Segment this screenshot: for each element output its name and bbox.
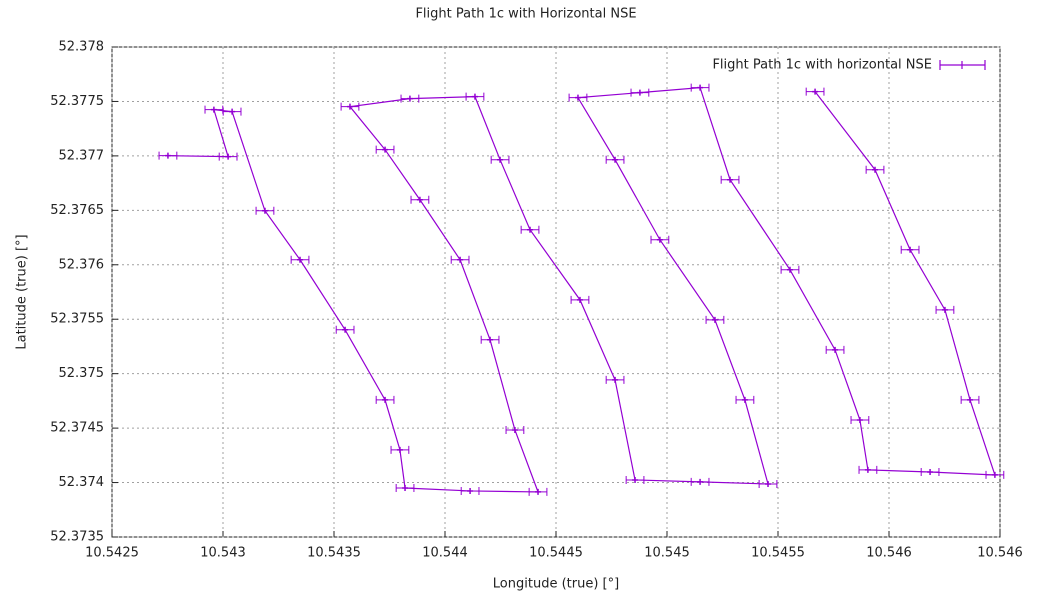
point <box>636 89 643 96</box>
point <box>406 95 413 102</box>
point <box>487 336 494 343</box>
y-tick-label: 52.374 <box>59 475 105 490</box>
point <box>941 306 948 313</box>
point <box>164 152 171 159</box>
chart-title: Flight Path 1c with Horizontal NSE <box>415 7 636 22</box>
point <box>471 93 478 100</box>
x-tick-label: 10.546 <box>977 546 1023 561</box>
point <box>342 326 349 333</box>
point <box>907 246 914 253</box>
point <box>786 266 793 273</box>
flight-path <box>167 86 996 493</box>
y-tick-label: 52.3775 <box>50 94 104 109</box>
point <box>574 94 581 101</box>
point <box>457 256 464 263</box>
x-tick-label: 10.546 <box>866 546 912 561</box>
point <box>741 396 748 403</box>
point <box>225 153 232 160</box>
point <box>497 156 504 163</box>
point <box>382 146 389 153</box>
point <box>396 446 403 453</box>
y-tick-label: 52.3755 <box>50 312 104 327</box>
point <box>612 376 619 383</box>
point <box>382 396 389 403</box>
legend-label: Flight Path 1c with horizontal NSE <box>712 58 932 73</box>
point <box>856 416 863 423</box>
point <box>402 485 409 491</box>
point <box>927 468 934 475</box>
x-tick-label: 10.5455 <box>751 546 805 561</box>
point <box>416 196 423 203</box>
point <box>527 226 534 233</box>
y-axis-label: Latitude (true) [°] <box>15 234 30 349</box>
point <box>576 296 583 303</box>
point <box>535 488 542 495</box>
point <box>261 207 268 214</box>
x-tick-label: 10.544 <box>422 546 468 561</box>
point <box>632 476 639 483</box>
x-tick-label: 10.5425 <box>85 546 139 561</box>
point <box>711 316 718 323</box>
point <box>229 108 236 115</box>
point <box>832 346 839 353</box>
point <box>812 88 819 95</box>
point <box>511 426 518 433</box>
point <box>656 236 663 243</box>
point <box>697 84 704 91</box>
point <box>727 176 734 183</box>
x-tick-label: 10.5445 <box>529 546 583 561</box>
point <box>872 166 879 173</box>
point <box>697 478 704 485</box>
point <box>765 480 772 487</box>
y-tick-label: 52.3765 <box>50 203 104 218</box>
point <box>864 466 871 473</box>
x-tick-label: 10.5435 <box>307 546 361 561</box>
y-tick-label: 52.375 <box>59 366 105 381</box>
y-tick-label: 52.378 <box>59 40 105 55</box>
point <box>210 106 217 113</box>
y-tick-label: 52.377 <box>59 148 105 163</box>
point <box>346 103 353 110</box>
point <box>967 396 974 403</box>
y-tick-label: 52.376 <box>59 257 105 272</box>
legend-swatch <box>939 60 986 70</box>
point <box>991 471 998 478</box>
point <box>297 256 304 263</box>
y-tick-label: 52.3735 <box>50 530 104 545</box>
point <box>612 156 619 163</box>
x-tick-label: 10.543 <box>200 546 246 561</box>
x-axis-label: Longitude (true) [°] <box>493 577 619 592</box>
y-tick-label: 52.3745 <box>50 421 104 436</box>
point <box>467 487 474 494</box>
x-tick-label: 10.545 <box>644 546 690 561</box>
